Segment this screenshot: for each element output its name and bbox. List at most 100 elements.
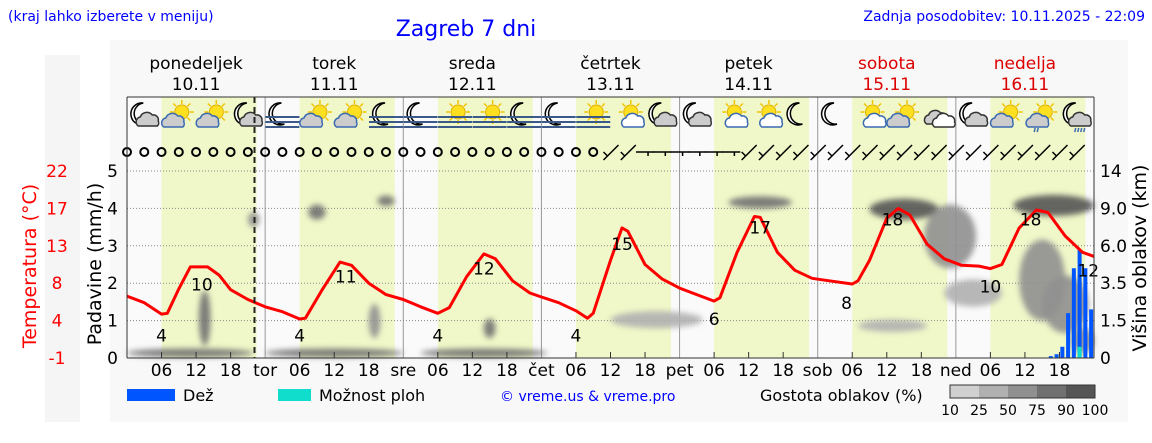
temp-tick-label: 13 [46, 237, 68, 257]
precip-tick-label: 5 [107, 162, 118, 182]
sun-cloud-icon [886, 100, 920, 128]
day-name: ponedeljek [149, 54, 243, 74]
wind-calm-icon [294, 147, 305, 157]
legend-rain-label: Dež [183, 386, 214, 405]
x-day-label: sob [803, 361, 833, 381]
wind-calm-icon [191, 147, 202, 157]
day-name: nedelja [994, 54, 1056, 74]
x-day-label: pet [666, 361, 694, 381]
day-date: 12.11 [448, 75, 497, 95]
cloud-height-tick-label: 3.5 [1100, 274, 1127, 294]
temperature-label: 15 [611, 235, 633, 255]
wind-barb-icon [705, 151, 724, 156]
last-update: Zadnja posodobitev: 10.11.2025 - 22:09 [863, 9, 1145, 25]
wind-calm-icon [432, 147, 443, 157]
night-cloud-icon [648, 102, 678, 127]
x-tick-label: 18 [220, 361, 242, 381]
legend-showers-swatch [278, 389, 311, 401]
sun-fog-icon [438, 100, 473, 128]
cloud-blob [308, 204, 326, 220]
sun-small-cloud-icon [756, 100, 784, 128]
menu-hint: (kraj lahko izberete v meniju) [8, 9, 214, 25]
temp-tick-label: 8 [52, 274, 63, 294]
wind-calm-icon [570, 147, 581, 157]
temp-tick-label: 17 [46, 199, 68, 219]
rain-bar [1071, 268, 1076, 358]
wind-barb-icon [931, 144, 948, 161]
wind-barb-icon [1034, 144, 1051, 161]
rain-bar [1060, 346, 1065, 358]
x-tick-label: 06 [980, 361, 1002, 381]
day-date: 13.11 [586, 75, 635, 95]
x-tick-label: 12 [462, 361, 484, 381]
temperature-label: 4 [294, 326, 305, 346]
wind-calm-icon [398, 147, 409, 157]
wind-barb-icon [965, 144, 982, 161]
night-fog-icon [403, 102, 438, 128]
wind-calm-icon [363, 147, 374, 157]
wind-calm-icon [501, 147, 512, 157]
copyright: © vreme.us & vreme.pro [500, 389, 675, 405]
temperature-label: 12 [473, 259, 495, 279]
daylight-band [714, 97, 810, 358]
cloud-blob [377, 195, 395, 207]
cloud-blob [1070, 328, 1094, 354]
sun-cloud-icon [333, 100, 367, 128]
day-date: 11.11 [310, 75, 359, 95]
temperature-label: 8 [841, 294, 852, 314]
wind-calm-icon [277, 147, 288, 157]
x-tick-label: 12 [1014, 361, 1036, 381]
wind-calm-icon [588, 147, 599, 157]
night-cloud-icon [682, 102, 713, 127]
cloud-blob [198, 290, 211, 346]
moon-icon [786, 102, 803, 126]
temperature-line [126, 206, 1095, 321]
daylight-band [299, 97, 395, 358]
night-fog-icon [507, 102, 542, 128]
x-tick-label: 06 [841, 361, 863, 381]
day-name: četrtek [580, 54, 641, 74]
cloud-height-tick-label: 6.0 [1100, 237, 1127, 257]
temperature-label: 17 [749, 219, 771, 239]
wind-calm-icon [139, 147, 150, 157]
wind-calm-icon [536, 147, 547, 157]
left-panel [45, 55, 80, 422]
temperature-label: 18 [882, 211, 904, 231]
sun-small-cloud-icon [860, 100, 887, 128]
wind-calm-icon [519, 147, 530, 157]
colorbar-label: 90 [1057, 403, 1075, 419]
sun-cloud-icon [299, 100, 332, 128]
cloud-blob [869, 198, 939, 220]
night-fog-icon [369, 102, 404, 128]
rain-bar [1054, 354, 1059, 358]
wind-barb-icon [913, 144, 930, 161]
wind-barb-icon [636, 151, 655, 156]
wind-barb-icon [602, 144, 620, 161]
wind-barb-icon [620, 144, 637, 161]
wind-calm-icon [173, 147, 184, 157]
x-tick-label: 18 [911, 361, 933, 381]
wind-calm-icon [156, 147, 167, 157]
day-date: 10.11 [172, 75, 221, 95]
x-tick-label: 18 [772, 361, 794, 381]
day-name: sobota [858, 54, 916, 74]
x-tick-label: 18 [1049, 361, 1071, 381]
wind-calm-icon [225, 147, 236, 157]
day-date: 14.11 [724, 75, 773, 95]
x-tick-label: 06 [289, 361, 311, 381]
rain-bar [1077, 249, 1082, 358]
temperature-label: 12 [1077, 261, 1099, 281]
colorbar-segment [1008, 385, 1037, 398]
cloud-height-tick-label: 0 [1100, 349, 1111, 369]
cloud-blob [483, 318, 496, 339]
cloud-blob [420, 348, 548, 358]
moon-icon [820, 102, 838, 126]
cloud-height-axis-label: Višina oblakov (km) [1129, 165, 1151, 352]
x-tick-label: 12 [738, 361, 760, 381]
x-day-label: sre [390, 361, 416, 381]
cloud-blob [610, 311, 703, 329]
temperature-label: 6 [709, 310, 720, 330]
night-cloud-icon [958, 102, 989, 127]
x-day-label: čet [528, 361, 555, 381]
